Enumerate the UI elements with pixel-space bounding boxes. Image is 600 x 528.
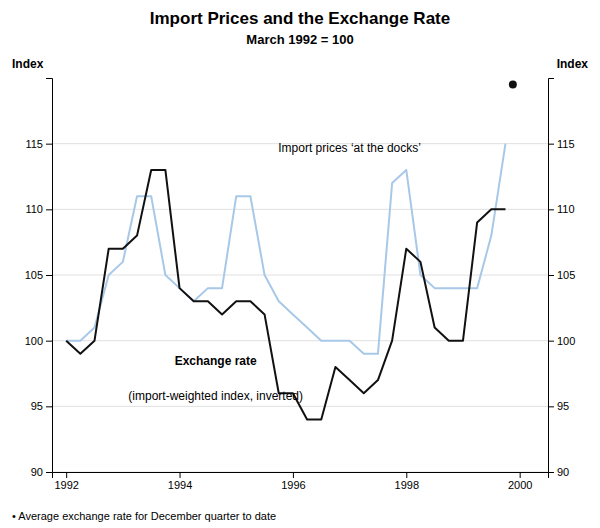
point bbox=[509, 81, 517, 89]
tick-mark bbox=[46, 144, 52, 145]
tick-mark bbox=[46, 406, 52, 407]
tick-label: 1992 bbox=[54, 479, 78, 491]
tick: 90 bbox=[548, 466, 569, 478]
tick: 110 bbox=[548, 203, 575, 215]
tick: 110 bbox=[25, 203, 52, 215]
tick-label: 110 bbox=[25, 203, 43, 215]
tick-mark bbox=[293, 472, 294, 478]
tick-mark bbox=[548, 209, 554, 210]
tick-mark bbox=[520, 472, 521, 478]
annotation: Import prices ‘at the docks’ bbox=[278, 141, 421, 155]
tick: 2000 bbox=[508, 472, 532, 491]
tick-mark bbox=[548, 275, 554, 276]
tick-mark bbox=[548, 472, 554, 473]
grid bbox=[52, 144, 548, 472]
plot: 1992 1994 1996 1998 2000 90 95 100 105 110 115 90 95… bbox=[25, 79, 576, 491]
tick: 1996 bbox=[281, 472, 305, 491]
tick-label: 105 bbox=[557, 269, 575, 281]
tick-label: 90 bbox=[557, 466, 569, 478]
tick-mark bbox=[46, 341, 52, 342]
axis: 1992 1994 1996 1998 2000 bbox=[53, 472, 549, 491]
tick-label: 100 bbox=[25, 335, 43, 347]
axis-line bbox=[549, 79, 555, 473]
tick-mark bbox=[46, 209, 52, 210]
tick-mark bbox=[180, 472, 181, 478]
axis: 90 95 100 105 110 115 bbox=[548, 79, 575, 479]
line bbox=[66, 144, 505, 354]
tick-label: 115 bbox=[25, 138, 43, 150]
tick: 1992 bbox=[54, 472, 78, 491]
tick-label: 105 bbox=[25, 269, 43, 281]
title: Import Prices and the Exchange Rate bbox=[150, 9, 450, 28]
tick-label: 95 bbox=[31, 400, 43, 412]
tick-mark bbox=[66, 472, 67, 478]
tick: 115 bbox=[548, 138, 575, 150]
tick: 100 bbox=[548, 335, 575, 347]
axis: 90 95 100 105 110 115 bbox=[25, 79, 53, 479]
tick-mark bbox=[548, 341, 554, 342]
tick-mark bbox=[46, 472, 52, 473]
grid-line bbox=[52, 340, 548, 341]
chart: Import Prices and the Exchange Rate March… bbox=[0, 0, 600, 528]
tick-mark bbox=[548, 406, 554, 407]
line bbox=[66, 170, 505, 420]
tick: 100 bbox=[25, 335, 52, 347]
tick-label: 2000 bbox=[508, 479, 532, 491]
axis-line bbox=[46, 79, 53, 473]
tick-mark bbox=[406, 472, 407, 478]
grid-line bbox=[52, 275, 548, 276]
annotation: (import-weighted index, inverted) bbox=[128, 389, 303, 403]
tick: 115 bbox=[25, 138, 52, 150]
tick-label: 115 bbox=[557, 138, 575, 150]
tick-mark bbox=[548, 144, 554, 145]
subtitle: March 1992 = 100 bbox=[246, 32, 353, 47]
tick-label: 1996 bbox=[281, 479, 305, 491]
tick-label: 95 bbox=[557, 400, 569, 412]
tick: 1998 bbox=[395, 472, 419, 491]
tick-label: 90 bbox=[31, 466, 43, 478]
axis-line bbox=[53, 473, 549, 479]
tick-label: 100 bbox=[557, 335, 575, 347]
tick: 105 bbox=[25, 269, 52, 281]
tick-label: 1998 bbox=[395, 479, 419, 491]
axis-label: Index bbox=[12, 57, 44, 71]
annotation: Exchange rate bbox=[175, 354, 257, 368]
tick-label: 1994 bbox=[168, 479, 192, 491]
tick-mark bbox=[46, 275, 52, 276]
marks bbox=[66, 81, 517, 420]
footnote: • Average exchange rate for December qua… bbox=[12, 510, 276, 522]
tick: 90 bbox=[31, 466, 52, 478]
tick: 1994 bbox=[168, 472, 192, 491]
grid-line bbox=[52, 209, 548, 210]
tick: 95 bbox=[31, 400, 52, 412]
tick: 105 bbox=[548, 269, 575, 281]
tick: 95 bbox=[548, 400, 569, 412]
tick-label: 110 bbox=[557, 203, 575, 215]
axis-label: Index bbox=[557, 57, 589, 71]
